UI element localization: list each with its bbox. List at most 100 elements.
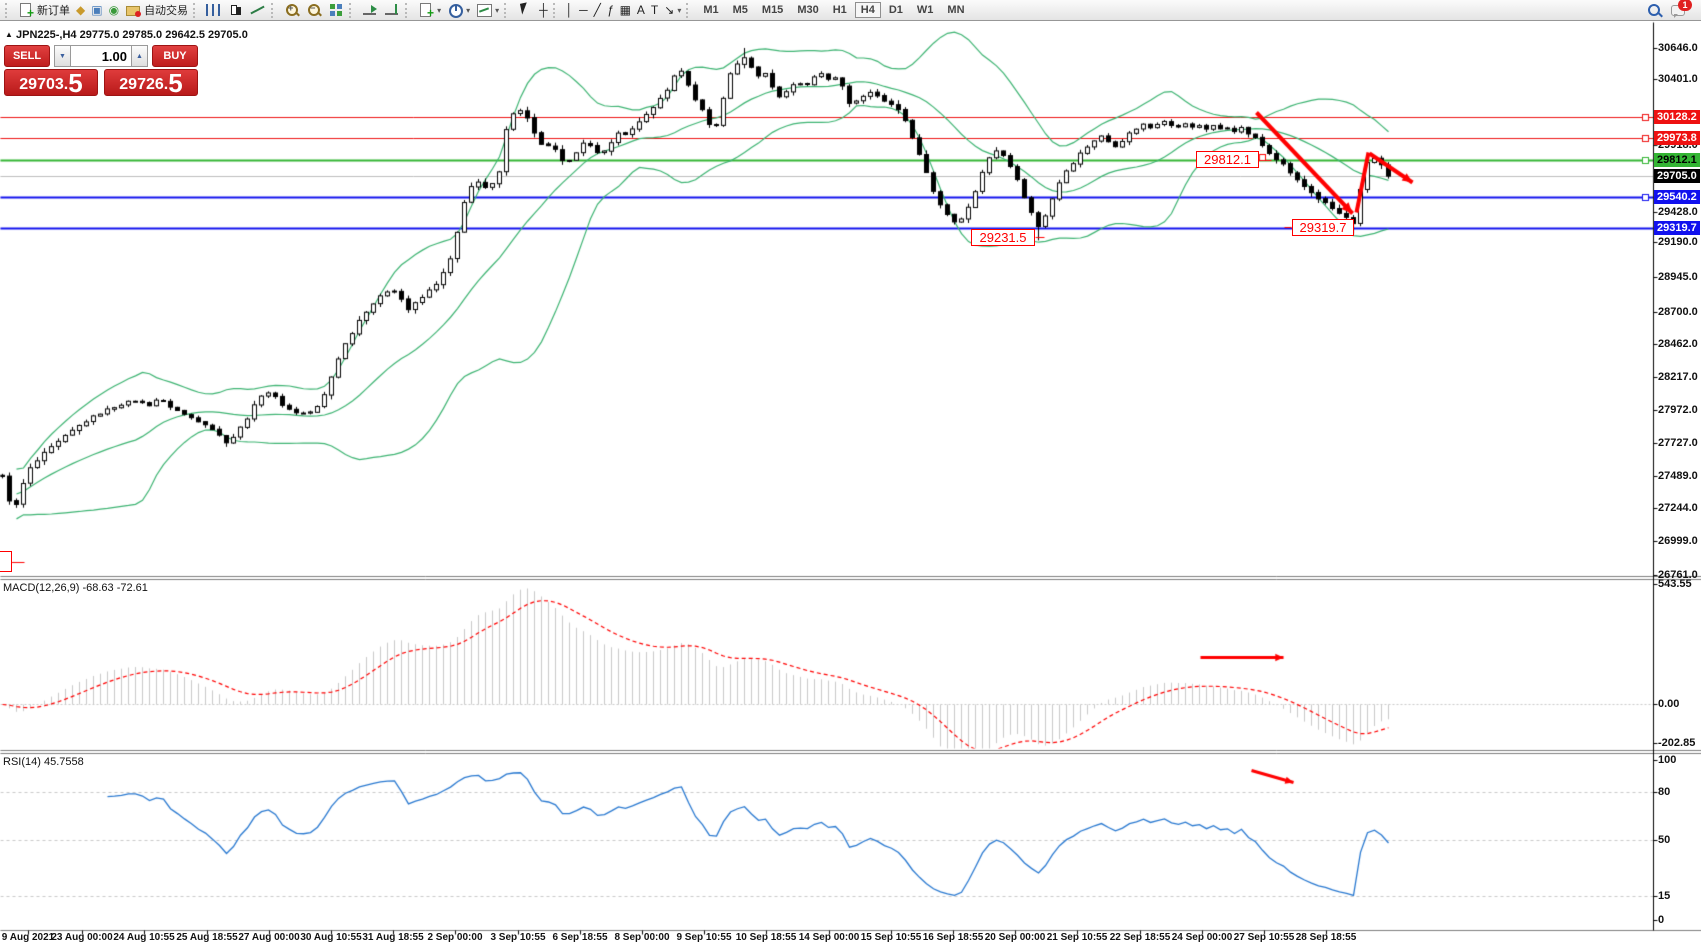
timeframe-w1[interactable]: W1: [916, 4, 934, 16]
zoom-in-icon: +: [284, 2, 300, 18]
price-tick-label: 26761.0: [1658, 569, 1698, 581]
price-level-badge: 29812.1: [1654, 153, 1700, 167]
rsi-indicator-label: RSI(14) 45.7558: [3, 756, 84, 768]
crosshair-tool-button[interactable]: ┼: [536, 1, 551, 19]
text-label-tool[interactable]: T: [648, 1, 661, 19]
timeframe-m15[interactable]: M15: [761, 4, 784, 16]
sell-price[interactable]: 29703. 5: [4, 69, 98, 96]
price-level-badge: 29705.0: [1654, 169, 1700, 183]
price-level-badge: 29540.2: [1654, 190, 1700, 204]
chevron-up-icon: ▲: [136, 52, 143, 60]
timeframe-d1[interactable]: D1: [888, 4, 903, 16]
autotrading-button[interactable]: 自动交易: [122, 1, 191, 19]
sell-price-dot: .: [63, 76, 69, 93]
chart-annotation-box[interactable]: 29231.5: [971, 229, 1035, 246]
buy-price-int: 29726: [119, 76, 164, 93]
chevron-down-icon: ▾: [495, 5, 500, 15]
timeframe-m5[interactable]: M5: [732, 4, 748, 16]
buy-price[interactable]: 29726. 5: [104, 69, 198, 96]
new-order-icon: [18, 2, 34, 20]
volume-stepper: ▼ ▲: [54, 45, 148, 67]
auto-scroll-button[interactable]: [359, 1, 381, 19]
text-icon: A: [636, 3, 645, 17]
volume-increase-button[interactable]: ▲: [131, 45, 148, 67]
time-axis-label: 31 Aug 18:55: [362, 932, 424, 943]
arrows-tool-dropdown[interactable]: ↘ ▾: [661, 1, 684, 19]
candlestick-chart-button[interactable]: [225, 1, 247, 19]
time-axis-label: 9 Sep 10:55: [676, 932, 732, 943]
rsi-scale-label: 80: [1658, 786, 1671, 798]
toolbar-grip: [349, 2, 355, 18]
line-chart-button[interactable]: [247, 1, 269, 19]
indicators-dropdown[interactable]: ▾: [415, 1, 444, 20]
cursor-tool-button[interactable]: [514, 1, 536, 19]
time-axis-label: 27 Aug 00:00: [238, 932, 300, 943]
horizontal-line-tool[interactable]: ─: [576, 1, 591, 19]
time-axis-label: 2 Sep 00:00: [427, 932, 483, 943]
signals-button[interactable]: ◉: [106, 1, 122, 19]
price-tick-label: 30646.0: [1658, 42, 1698, 54]
symbol-marker-icon: ▲: [5, 30, 13, 39]
macd-scale-label: 543.55: [1658, 578, 1692, 590]
vertical-line-icon: │: [565, 3, 574, 17]
market-watch-button[interactable]: ◆: [73, 1, 88, 19]
price-tick-label: 28700.0: [1658, 306, 1698, 318]
timeframe-m30[interactable]: M30: [797, 4, 819, 16]
bar-chart-icon: [206, 4, 221, 16]
navigator-icon: ▣: [91, 3, 103, 17]
text-tool[interactable]: A: [634, 1, 648, 19]
price-level-badge: 29973.8: [1654, 131, 1700, 145]
chart-annotation-box[interactable]: 29319.7: [1292, 219, 1354, 236]
volume-input[interactable]: [71, 45, 131, 67]
grid-tool[interactable]: ▦: [617, 1, 634, 19]
timeframe-m1[interactable]: M1: [703, 4, 719, 16]
new-order-button[interactable]: 新订单: [15, 1, 73, 20]
periods-dropdown[interactable]: ▾: [444, 1, 473, 19]
chart-title: ▲ JPN225-,H4 29775.0 29785.0 29642.5 297…: [5, 29, 248, 41]
time-axis-label: 21 Sep 10:55: [1046, 932, 1108, 943]
one-click-trading-panel: SELL ▼ ▲ BUY 29703.5 29726.5: [4, 45, 198, 96]
chart-shift-button[interactable]: [381, 1, 403, 19]
text-label-icon: T: [650, 3, 659, 17]
volume-decrease-button[interactable]: ▼: [54, 45, 71, 67]
search-icon[interactable]: [1646, 2, 1662, 18]
symbol-period-label: JPN225-,H4: [15, 29, 77, 41]
buy-button[interactable]: BUY: [152, 45, 198, 67]
timeframe-h1[interactable]: H1: [832, 4, 847, 16]
chart-annotation-box[interactable]: 29812.1: [1196, 151, 1259, 168]
notifications-icon[interactable]: 1: [1670, 0, 1692, 18]
market-watch-icon: ◆: [76, 3, 86, 17]
signals-icon: ◉: [108, 3, 120, 17]
sell-button[interactable]: SELL: [4, 45, 50, 67]
price-tick-label: 28945.0: [1658, 271, 1698, 283]
time-axis-label: 6 Sep 18:55: [552, 932, 608, 943]
zoom-out-icon: −: [306, 2, 322, 18]
vertical-line-tool[interactable]: │: [563, 1, 577, 19]
zoom-out-button[interactable]: −: [303, 1, 325, 19]
bar-chart-button[interactable]: [203, 1, 225, 19]
navigator-button[interactable]: ▣: [88, 1, 105, 19]
timeframe-toolbar: M1 M5 M15 M30 H1 H4 D1 W1 MN: [696, 2, 971, 18]
tile-windows-icon: [328, 2, 344, 18]
chevron-down-icon: ▼: [59, 52, 66, 60]
toolbar-grip: [5, 2, 11, 18]
time-axis-label: 16 Sep 18:55: [922, 932, 984, 943]
template-icon: [476, 2, 493, 18]
timeframe-h4[interactable]: H4: [854, 2, 881, 18]
chart-annotation-box[interactable]: 6: [0, 551, 12, 572]
timeframe-mn[interactable]: MN: [947, 4, 965, 16]
fibonacci-tool[interactable]: ƒ: [604, 1, 617, 19]
time-axis-label: 14 Sep 00:00: [798, 932, 860, 943]
rsi-scale-label: 100: [1658, 754, 1677, 766]
templates-dropdown[interactable]: ▾: [473, 1, 502, 19]
tile-windows-button[interactable]: [325, 1, 347, 19]
price-tick-label: 27244.0: [1658, 502, 1698, 514]
zoom-in-button[interactable]: +: [281, 1, 303, 19]
trendline-tool[interactable]: ╱: [591, 1, 604, 19]
grid-icon: ▦: [619, 3, 631, 17]
toolbar-grip: [504, 2, 510, 18]
time-axis-label: 23 Aug 00:00: [51, 932, 113, 943]
new-order-label: 新订单: [37, 5, 70, 17]
